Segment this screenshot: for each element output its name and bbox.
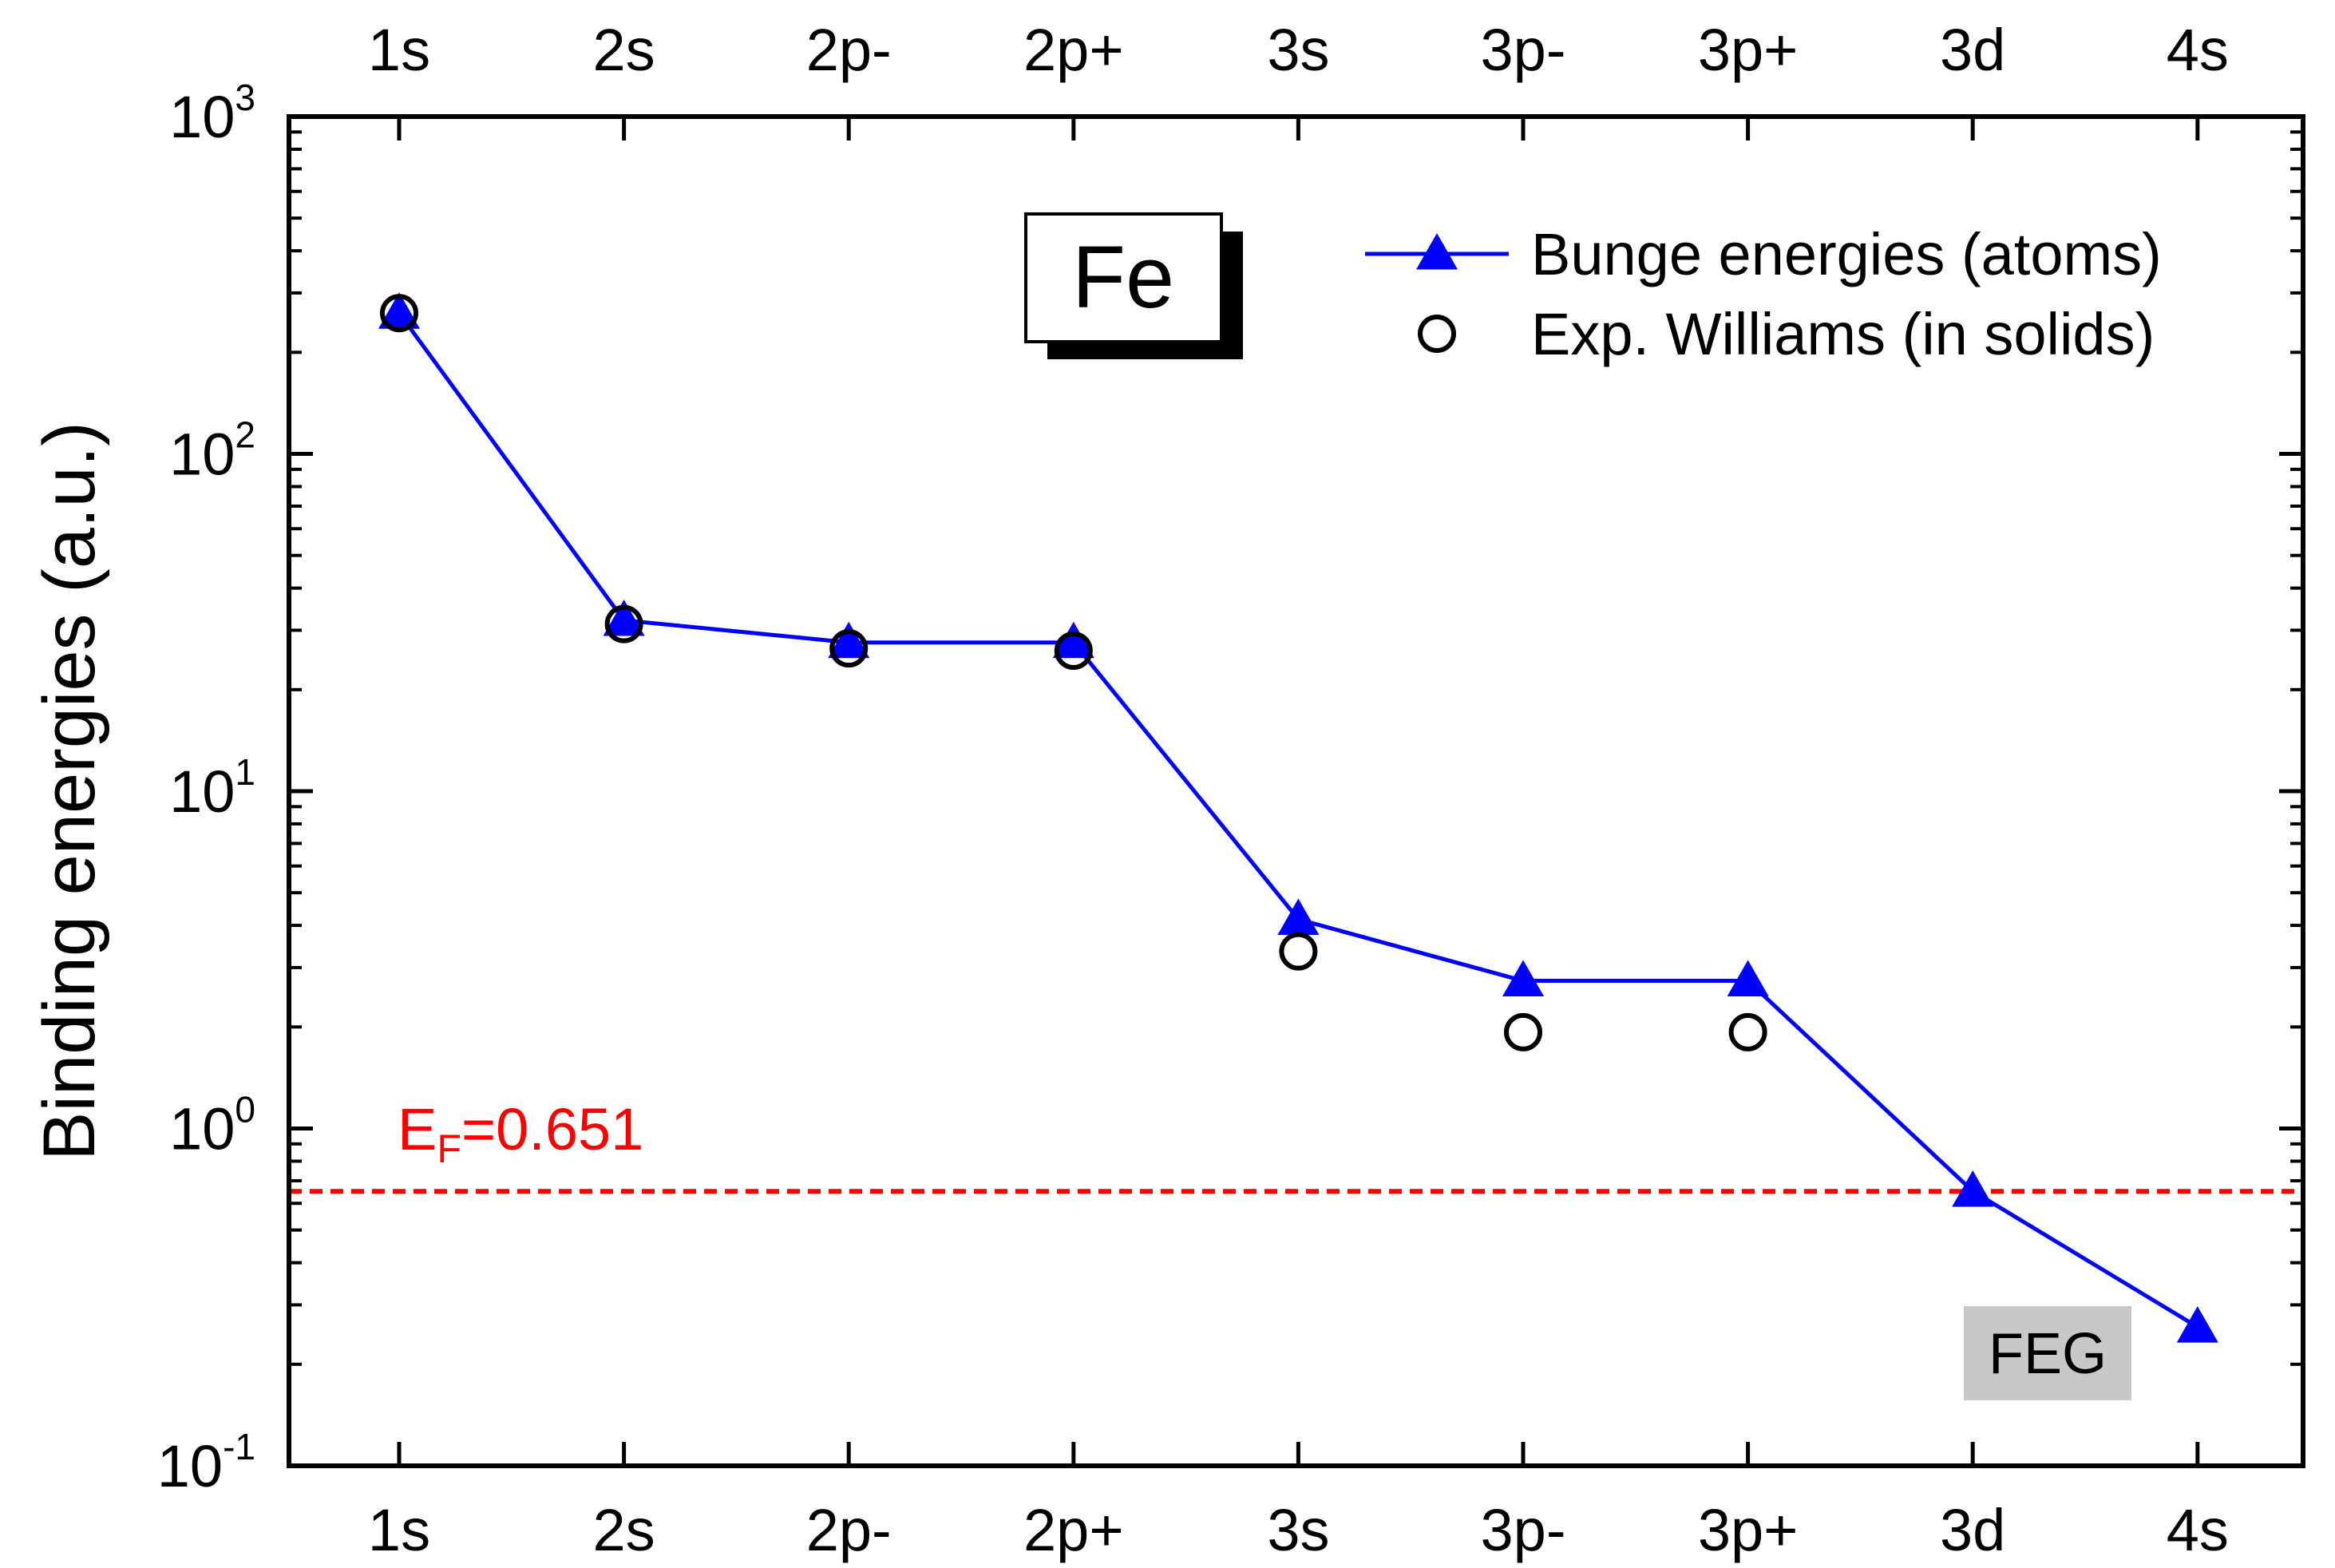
bunge-marker-1s	[378, 292, 420, 329]
y-tick-label: 101	[169, 751, 255, 825]
bunge-marker-4s	[2176, 1306, 2218, 1343]
x-tick-label-top: 3p+	[1698, 17, 1799, 83]
williams-marker-3p-	[1504, 1012, 1542, 1051]
y-tick-label: 100	[169, 1089, 255, 1162]
x-tick-label-bottom: 4s	[2167, 1497, 2229, 1563]
bunge-series-line	[397, 311, 2199, 1329]
text-layer: 1s 2s 2p- 2p+ 3s 3p- 3p+ 3d 4s 1s 2s 2p- 2p+ 3s 3p- 3p+…	[29, 17, 2229, 1563]
x-tick-label-bottom: 3p+	[1698, 1497, 1799, 1563]
bunge-marker-3s	[1277, 898, 1320, 935]
legend-williams-label: Exp. Williams (in solids)	[1531, 301, 2155, 367]
x-tick-label-bottom: 3d	[1940, 1497, 2005, 1563]
williams-marker-3s	[1279, 932, 1318, 971]
element-box	[1024, 212, 1223, 343]
bunge-marker-2s	[603, 600, 645, 636]
y-tick-label: 103	[169, 77, 255, 150]
x-tick-label-bottom: 3p-	[1481, 1497, 1566, 1563]
bunge-marker-3d	[1952, 1170, 1994, 1207]
legend-bunge-marker	[1416, 233, 1458, 270]
bunge-marker-2p-	[828, 621, 870, 659]
williams-marker-1s	[380, 294, 418, 333]
x-tick-label-top: 2p+	[1023, 17, 1124, 83]
bunge-marker-2p+	[1052, 621, 1094, 659]
x-tick-label-top: 2s	[593, 17, 655, 83]
legend-bunge-label: Bunge energies (atoms)	[1531, 221, 2162, 287]
bunge-marker-3p-	[1502, 960, 1544, 997]
williams-marker-2p+	[1054, 631, 1093, 670]
fermi-energy-label: EF=0.651	[398, 1096, 643, 1171]
series-layer	[378, 292, 2218, 1343]
williams-marker-2p-	[829, 629, 869, 668]
frame-layer	[287, 114, 2305, 1468]
x-tick-label-top: 1s	[368, 17, 430, 83]
x-tick-label-bottom: 2s	[593, 1497, 655, 1563]
x-tick-label-bottom: 2p-	[806, 1497, 892, 1563]
element-label: Fe	[1072, 228, 1174, 327]
x-tick-label-bottom: 1s	[368, 1497, 430, 1563]
x-tick-label-bottom: 2p+	[1023, 1497, 1124, 1563]
x-tick-label-top: 2p-	[806, 17, 892, 83]
williams-marker-3p+	[1728, 1012, 1767, 1051]
x-tick-label-top: 3d	[1940, 17, 2005, 83]
x-tick-label-bottom: 3s	[1267, 1497, 1329, 1563]
bunge-marker-3p+	[1727, 960, 1769, 997]
feg-label: FEG	[1989, 1322, 2107, 1386]
feg-box	[1964, 1306, 2131, 1400]
y-axis-label: Binding energies (a.u.)	[29, 422, 110, 1161]
x-tick-label-top: 3s	[1267, 17, 1329, 83]
y-tick-label: 10-1	[157, 1426, 255, 1499]
williams-marker-2s	[604, 604, 643, 643]
y-tick-label: 102	[169, 414, 255, 488]
legend-williams-marker	[1418, 315, 1456, 353]
x-tick-label-top: 4s	[2167, 17, 2229, 83]
x-tick-label-top: 3p-	[1481, 17, 1566, 83]
